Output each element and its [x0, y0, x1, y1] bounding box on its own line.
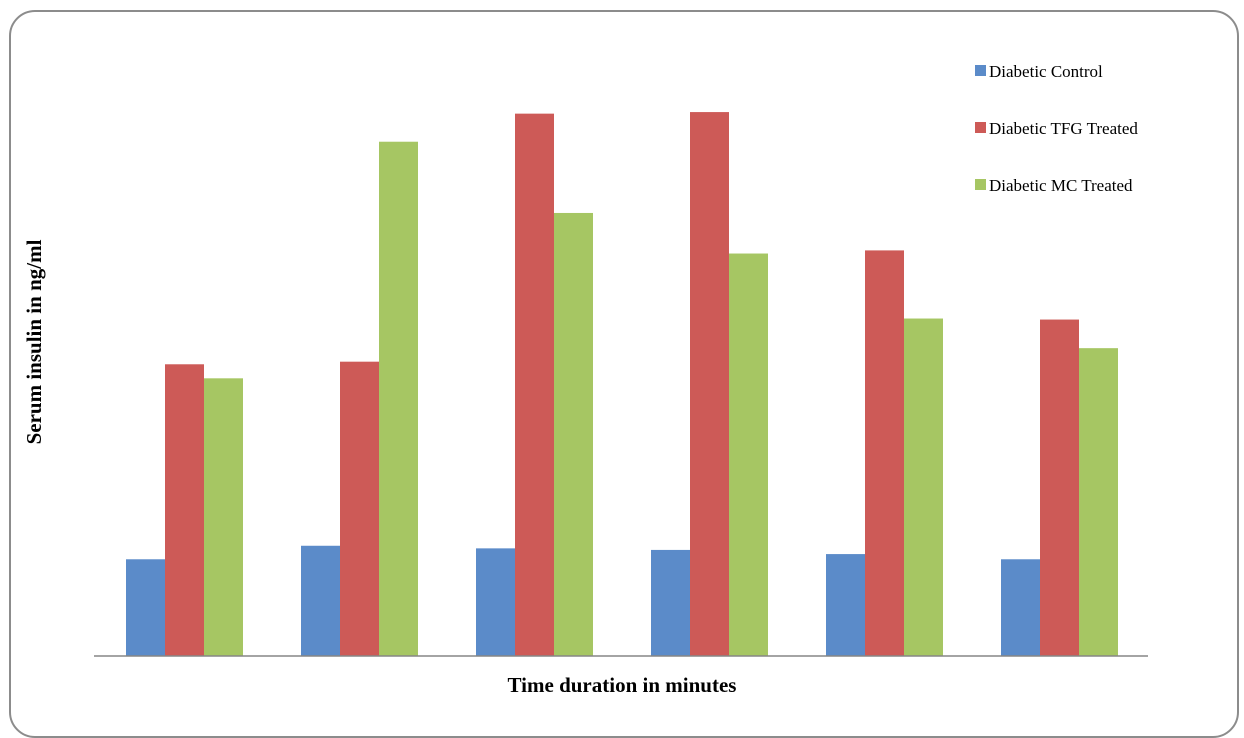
legend-label-2: Diabetic TFG Treated [989, 119, 1138, 138]
bar-series2-group4 [690, 112, 729, 656]
bar-series2-group1 [165, 364, 204, 656]
bar-series1-group6 [1001, 559, 1040, 656]
bar-series1-group4 [651, 549, 690, 656]
bar-series1-group1 [126, 559, 165, 656]
legend-label-1: Diabetic Control [989, 62, 1103, 81]
legend-label-3: Diabetic MC Treated [989, 176, 1133, 195]
bar-series3-group5 [904, 318, 943, 656]
bar-series3-group3 [554, 212, 593, 656]
x-axis-title: Time duration in minutes [508, 673, 737, 697]
legend: Diabetic Control Diabetic TFG Treated Diab… [975, 62, 1138, 195]
y-axis-title: Serum insulin in ng/ml [22, 239, 46, 444]
bar-series1-group2 [301, 545, 340, 656]
bar-series3-group2 [379, 141, 418, 657]
bar-series2-group2 [340, 361, 379, 656]
bars-layer [126, 112, 1118, 657]
bar-series1-group5 [826, 554, 865, 656]
bar-series2-group3 [515, 113, 554, 656]
bar-series3-group6 [1079, 348, 1118, 656]
legend-swatch-1 [975, 65, 986, 76]
legend-swatch-3 [975, 179, 986, 190]
legend-swatch-2 [975, 122, 986, 133]
bar-series3-group1 [204, 378, 243, 656]
bar-series2-group6 [1040, 319, 1079, 656]
bar-series2-group5 [865, 250, 904, 656]
bar-series3-group4 [729, 253, 768, 656]
bar-series1-group3 [476, 548, 515, 656]
